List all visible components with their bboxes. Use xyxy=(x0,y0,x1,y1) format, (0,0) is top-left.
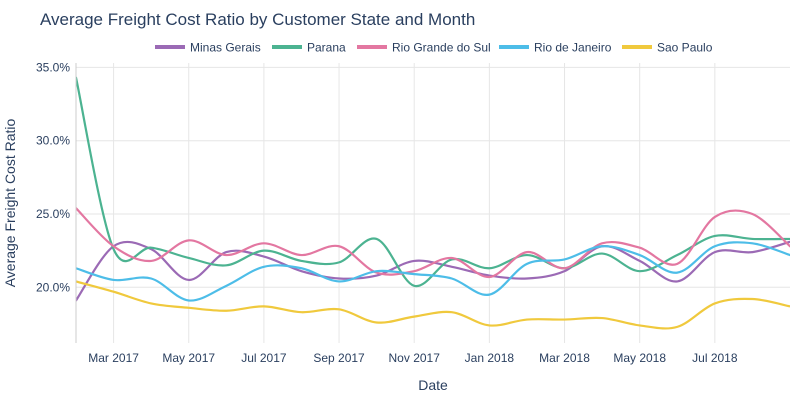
y-tick-label: 20.0% xyxy=(36,280,70,294)
grid xyxy=(76,63,790,343)
series-line-parana xyxy=(76,76,790,287)
legend-label-sao-paulo: Sao Paulo xyxy=(657,41,713,55)
x-axis-title: Date xyxy=(418,377,448,393)
axes: Mar 2017 May 2017 Jul 2017 Sep 2017 Nov 2017… xyxy=(36,60,738,365)
x-tick-label: May 2017 xyxy=(162,351,215,365)
legend-label-parana: Parana xyxy=(307,41,346,55)
x-tick-label: May 2018 xyxy=(613,351,666,365)
legend-label-rio-grande-do-sul: Rio Grande do Sul xyxy=(392,41,491,55)
legend-label-rio-de-janeiro: Rio de Janeiro xyxy=(534,41,612,55)
series-layer xyxy=(76,76,790,330)
series-line-minas-gerais xyxy=(76,240,790,302)
legend-label-minas-gerais: Minas Gerais xyxy=(190,41,261,55)
y-tick-label: 25.0% xyxy=(36,207,70,221)
x-tick-label: Jan 2018 xyxy=(465,351,515,365)
x-tick-label: Mar 2018 xyxy=(539,351,590,365)
chart-title: Average Freight Cost Ratio by Customer S… xyxy=(40,10,475,29)
x-tick-label: Nov 2017 xyxy=(389,351,441,365)
x-tick-label: Jul 2018 xyxy=(692,351,738,365)
x-tick-label: Jul 2017 xyxy=(241,351,287,365)
x-tick-label: Mar 2017 xyxy=(88,351,139,365)
series-line-rio-de-janeiro xyxy=(76,241,790,302)
y-axis-title: Average Freight Cost Ratio xyxy=(2,118,18,287)
series-line-sao-paulo xyxy=(76,280,790,330)
series-line-rio-grande-do-sul xyxy=(76,207,790,279)
y-tick-label: 35.0% xyxy=(36,60,70,74)
x-tick-label: Sep 2017 xyxy=(313,351,365,365)
legend: Minas Gerais Parana Rio Grande do Sul Rio d… xyxy=(155,41,713,55)
y-tick-label: 30.0% xyxy=(36,134,70,148)
